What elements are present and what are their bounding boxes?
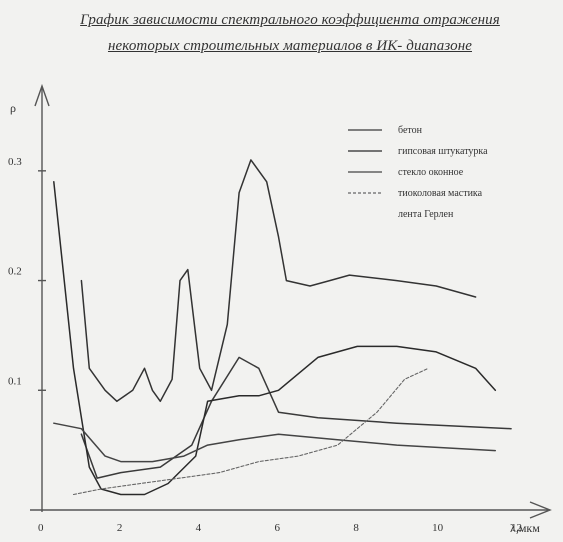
y-tick-label: 0.3 (8, 156, 22, 168)
x-axis-arrow (529, 501, 552, 519)
y-tick-label: 0.1 (8, 375, 22, 387)
axis-ticks: 0.1 0.2 0.3 0 2 4 6 8 10 12 (8, 156, 522, 534)
legend-label: тиоколовая мастика (398, 188, 483, 199)
x-tick-label: 6 (275, 522, 281, 534)
y-tick-label: 0.2 (8, 266, 22, 278)
legend-label: гипсовая штукатурка (398, 146, 488, 157)
axes: ρ λ,мкм (10, 83, 552, 535)
series-line-5 (80, 159, 477, 403)
series-line-3 (53, 422, 497, 463)
chart-title-line-2: некоторых строительных материалов в ИК- … (107, 38, 472, 54)
x-axis-label: λ,мкм (510, 521, 540, 535)
chart-title-line-1: График зависимости спектрального коэффиц… (80, 12, 500, 28)
y-axis-label: ρ (10, 101, 16, 115)
series-line-4 (72, 367, 429, 496)
x-tick-label: 2 (117, 522, 123, 534)
x-tick-label: 4 (196, 522, 202, 534)
x-tick-label: 0 (38, 522, 44, 534)
series-line-2 (53, 181, 497, 496)
x-tick-label: 8 (353, 522, 359, 534)
y-axis-arrow (34, 83, 50, 107)
x-tick-label: 10 (432, 522, 444, 534)
series-line-1 (80, 356, 512, 479)
legend-label: стекло оконное (398, 167, 464, 178)
legend-label: лента Герлен (398, 209, 454, 220)
legend-label: бетон (398, 125, 423, 136)
series-lines (53, 159, 512, 496)
x-tick-label: 12 (511, 522, 522, 534)
legend: бетон гипсовая штукатурка стекло оконное ти… (348, 125, 488, 220)
